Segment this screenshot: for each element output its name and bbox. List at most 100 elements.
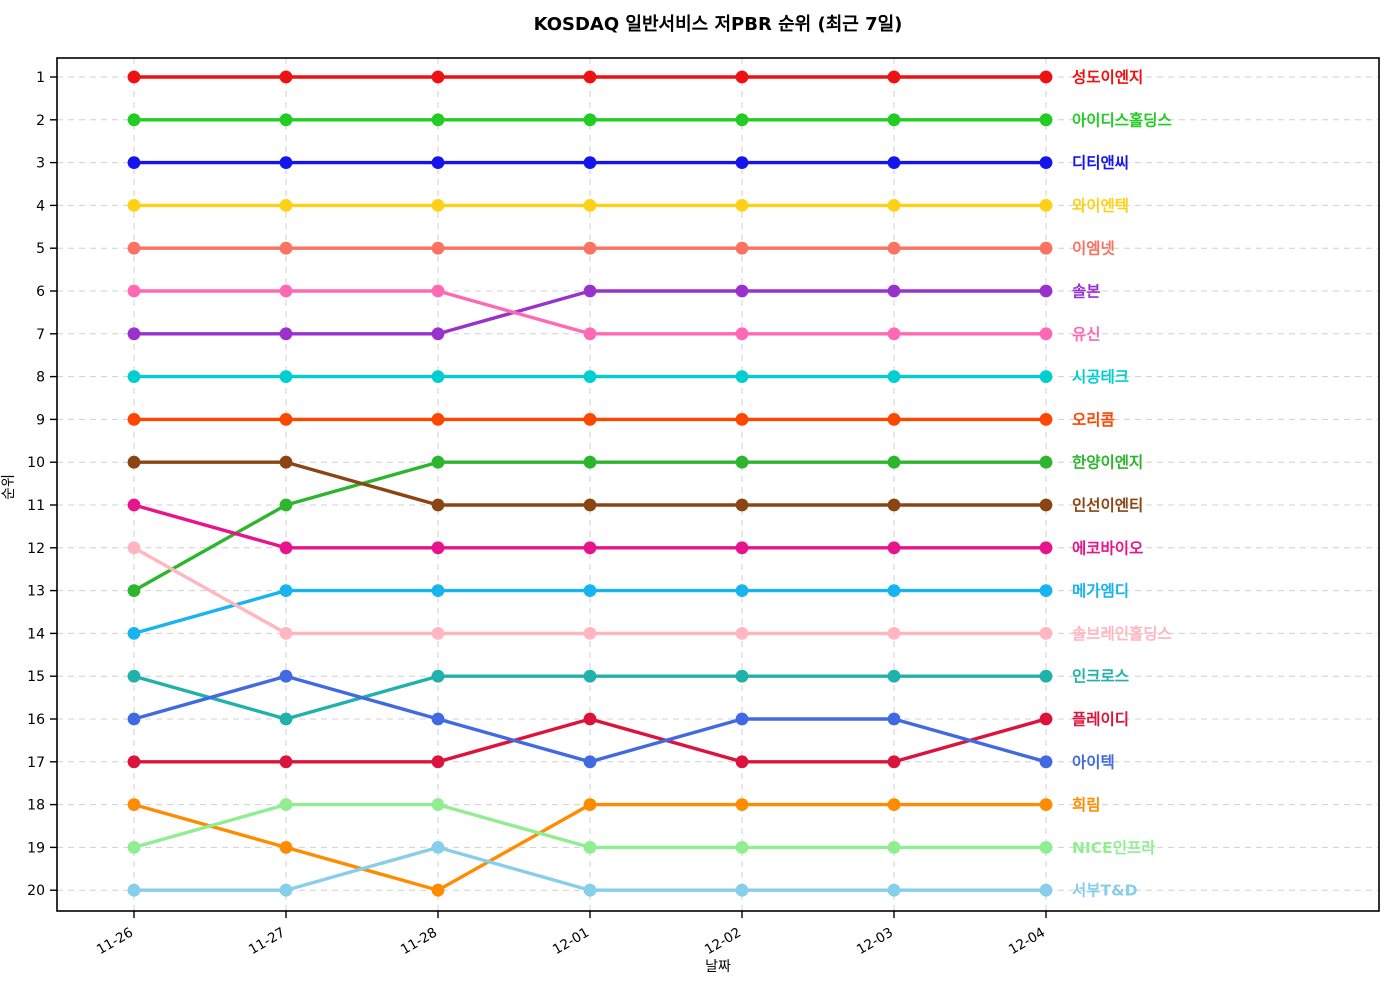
series-marker-성도이엔지-12-01 [583,70,597,84]
series-marker-인크로스-11-26 [127,669,141,683]
series-marker-성도이엔지-12-03 [887,70,901,84]
series-label-성도이엔지: 성도이엔지 [1072,69,1143,87]
x-tick-label-11-27: 11-27 [246,925,288,958]
series-marker-아이텍-12-01 [583,755,597,769]
series-인크로스: 인크로스 [127,668,1129,726]
series-marker-아이디스홀딩스-12-04 [1039,113,1053,127]
series-marker-이엠넷-11-26 [127,241,141,255]
series-marker-솔브레인홀딩스-11-28 [431,627,445,640]
series-marker-시공테크-11-26 [127,370,141,383]
series-marker-아이텍-11-27 [279,669,293,683]
series-marker-아이텍-11-28 [431,712,445,726]
series-marker-인선이엔티-12-02 [735,498,749,512]
series-marker-플레이디-11-27 [279,755,293,769]
series-marker-유신-11-28 [431,284,445,298]
series-marker-서부T&D-11-27 [279,883,293,897]
series-marker-시공테크-12-04 [1039,370,1053,383]
series-label-플레이디: 플레이디 [1072,711,1129,729]
series-marker-솔브레인홀딩스-12-03 [887,627,901,640]
series-marker-인크로스-11-28 [431,669,445,683]
series-시공테크: 시공테크 [127,368,1129,386]
series-marker-에코바이오-12-02 [735,541,749,555]
series-label-유신: 유신 [1072,325,1101,343]
series-marker-에코바이오-11-27 [279,541,293,555]
series-marker-와이엔텍-12-01 [583,199,597,212]
series-marker-솔본-11-27 [279,327,293,341]
series-marker-시공테크-12-02 [735,370,749,383]
series-marker-오리콤-11-26 [127,413,141,426]
series-marker-와이엔텍-11-28 [431,199,445,212]
series-marker-와이엔텍-12-04 [1039,199,1053,212]
series-marker-메가엠디-11-27 [279,584,293,597]
series-아이디스홀딩스: 아이디스홀딩스 [127,110,1172,129]
y-tick-label-13: 13 [27,584,45,600]
series-marker-성도이엔지-11-26 [127,70,141,84]
series-marker-에코바이오-11-28 [431,541,445,555]
series-marker-한양이엔지-11-27 [279,498,293,512]
series-marker-NICE인프라-12-04 [1039,841,1053,854]
y-tick-label-3: 3 [36,156,45,172]
series-marker-성도이엔지-12-02 [735,70,749,84]
x-tick-label-12-02: 12-02 [702,925,744,958]
series-marker-에코바이오-12-01 [583,541,597,555]
series-marker-메가엠디-12-02 [735,584,749,597]
series-marker-플레이디-11-26 [127,755,141,769]
series-marker-서부T&D-11-28 [431,841,445,854]
series-marker-한양이엔지-12-04 [1039,455,1053,469]
series-marker-에코바이오-11-26 [127,498,141,512]
series-marker-인선이엔티-11-28 [431,498,445,512]
series-marker-희림-11-27 [279,841,293,854]
series-marker-시공테크-11-28 [431,370,445,383]
series-label-한양이엔지: 한양이엔지 [1072,453,1143,472]
series-marker-오리콤-11-27 [279,413,293,426]
series-서부T&D: 서부T&D [127,841,1138,900]
series-marker-이엠넷-11-27 [279,241,293,255]
series-marker-시공테크-12-03 [887,370,901,383]
series-marker-희림-12-04 [1039,798,1053,811]
y-tick-label-17: 17 [27,755,45,771]
y-tick-label-18: 18 [27,798,45,814]
series-marker-와이엔텍-12-02 [735,199,749,212]
series-marker-솔본-11-28 [431,327,445,341]
series-label-오리콤: 오리콤 [1072,411,1115,429]
y-tick-label-10: 10 [27,455,45,471]
series-인선이엔티: 인선이엔티 [127,455,1143,515]
series-label-에코바이오: 에코바이오 [1072,539,1143,557]
series-솔본: 솔본 [127,283,1101,341]
series-marker-메가엠디-12-04 [1039,584,1053,597]
series-marker-디티앤씨-11-27 [279,156,293,170]
series-marker-이엠넷-12-02 [735,241,749,255]
series-marker-플레이디-12-03 [887,755,901,769]
series-한양이엔지: 한양이엔지 [127,453,1143,597]
series-marker-솔브레인홀딩스-12-02 [735,627,749,640]
series-label-희림: 희림 [1072,795,1101,814]
series-marker-솔브레인홀딩스-11-26 [127,541,141,555]
series-label-시공테크: 시공테크 [1072,368,1129,386]
series-marker-아이텍-12-04 [1039,755,1053,769]
series-marker-인크로스-12-02 [735,669,749,683]
series-디티앤씨: 디티앤씨 [127,154,1129,172]
series-marker-메가엠디-11-26 [127,627,141,640]
series-label-메가엠디: 메가엠디 [1072,581,1129,600]
series-label-NICE인프라: NICE인프라 [1072,839,1156,857]
series-marker-유신-12-04 [1039,327,1053,341]
series-marker-유신-11-26 [127,284,141,298]
series-marker-인크로스-12-03 [887,669,901,683]
series-marker-인선이엔티-12-01 [583,498,597,512]
series-marker-와이엔텍-11-27 [279,199,293,212]
series-이엠넷: 이엠넷 [127,239,1115,258]
series-오리콤: 오리콤 [127,411,1115,429]
series-marker-아이디스홀딩스-11-27 [279,113,293,127]
series-marker-솔브레인홀딩스-11-27 [279,627,293,640]
series-marker-이엠넷-12-04 [1039,241,1053,255]
series-marker-인크로스-11-27 [279,712,293,726]
y-tick-label-1: 1 [36,70,45,86]
series-label-서부T&D: 서부T&D [1072,882,1138,900]
series-marker-솔본-12-04 [1039,284,1053,298]
series-marker-오리콤-12-03 [887,413,901,426]
series-플레이디: 플레이디 [127,711,1129,769]
x-axis-title: 날짜 [705,959,731,975]
series-marker-유신-12-02 [735,327,749,341]
series-marker-아이디스홀딩스-12-02 [735,113,749,127]
series-marker-솔브레인홀딩스-12-04 [1039,627,1053,640]
